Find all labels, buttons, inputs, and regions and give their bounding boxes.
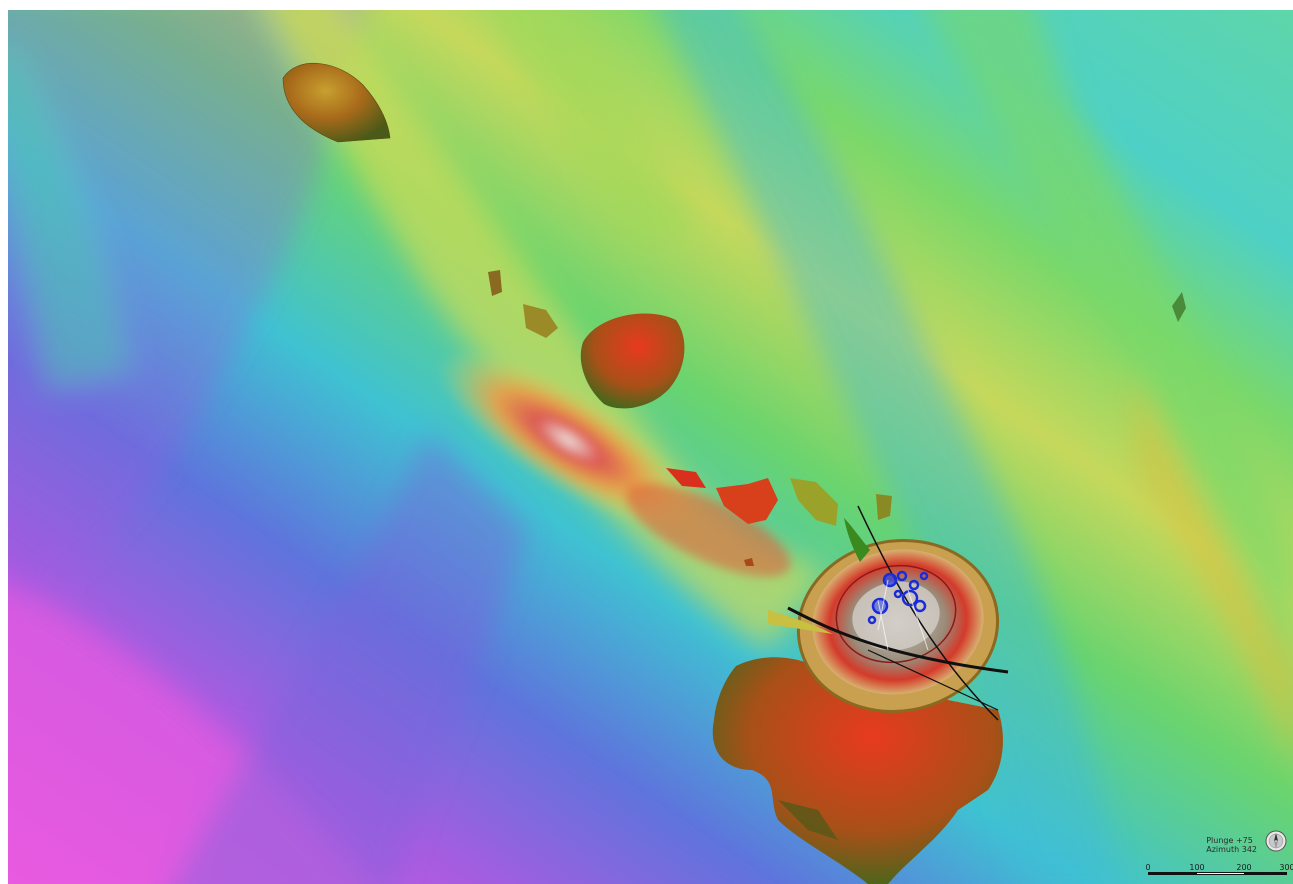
section-lines	[787, 505, 1009, 721]
ore-body	[282, 62, 391, 143]
ore-body	[712, 657, 1003, 884]
azimuth-label: Azimuth 342	[1206, 845, 1257, 854]
ore-body	[523, 304, 558, 338]
3d-map-viewport[interactable]: Plunge +75 Azimuth 342	[8, 10, 1293, 884]
scale-segment	[1244, 872, 1287, 875]
ore-body	[580, 313, 685, 409]
scale-bar: 0 100 200 300	[1140, 863, 1293, 877]
scale-segment	[1197, 872, 1244, 875]
ore-body	[744, 558, 754, 566]
compass-icon[interactable]	[1265, 830, 1287, 852]
scale-tick: 300	[1279, 863, 1293, 872]
open-pit-shell	[768, 518, 1000, 713]
ore-body	[488, 270, 502, 296]
view-orientation: Plunge +75 Azimuth 342	[1197, 824, 1287, 854]
ore-body	[716, 478, 778, 524]
drillhole-traces	[877, 579, 929, 651]
scale-tick: 200	[1236, 863, 1252, 872]
scale-segment	[1148, 872, 1197, 875]
terrain-surface	[8, 10, 1293, 884]
ore-body	[666, 468, 706, 488]
scale-tick: 0	[1145, 863, 1151, 872]
plunge-label: Plunge +75	[1206, 836, 1253, 845]
ore-body	[790, 478, 838, 526]
ore-body	[1172, 292, 1186, 322]
ore-body	[876, 494, 892, 520]
scale-tick: 100	[1189, 863, 1205, 872]
